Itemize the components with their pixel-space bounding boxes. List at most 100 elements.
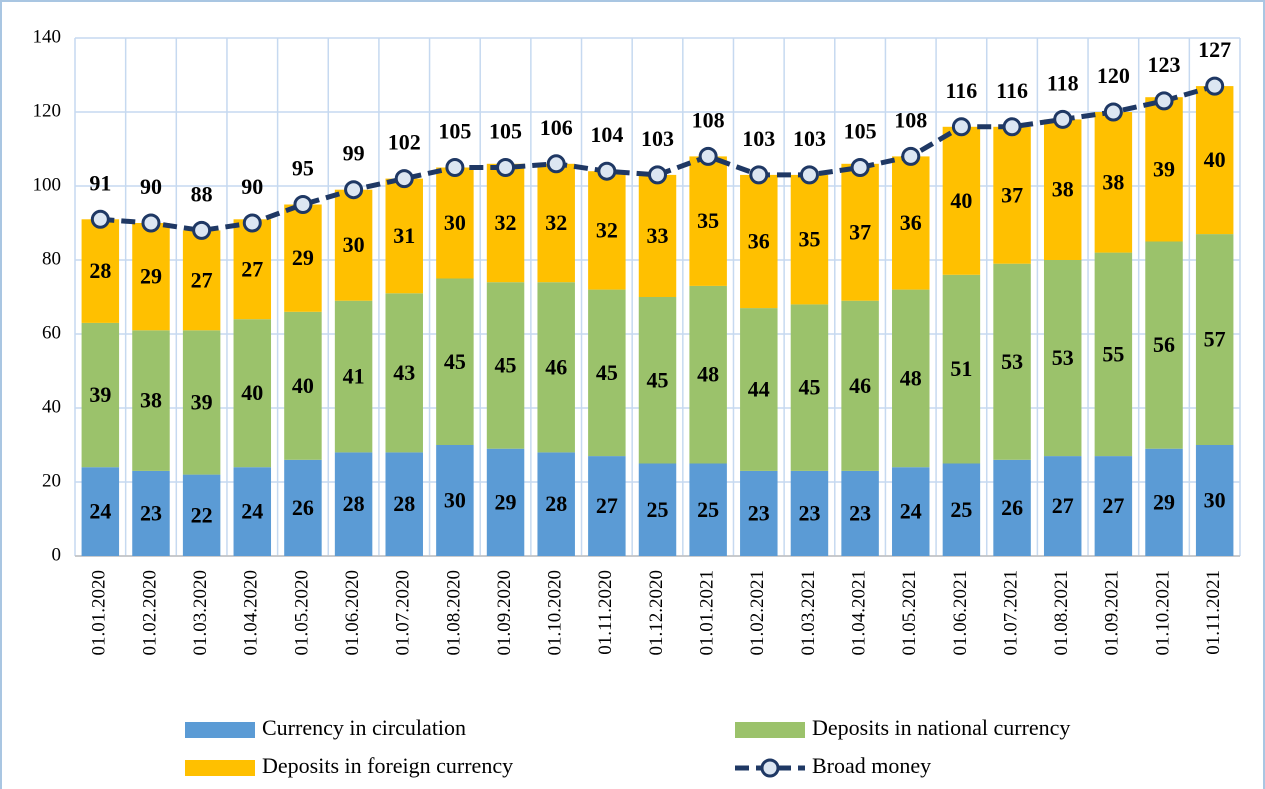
- bar-segment: [132, 470, 170, 556]
- line-marker: [951, 117, 971, 137]
- x-tick-label: 01.12.2020: [646, 570, 667, 656]
- data-label: 38: [1052, 177, 1074, 202]
- data-label: 31: [393, 223, 415, 248]
- y-tick-label: 20: [42, 470, 61, 491]
- bar-segment: [334, 300, 373, 453]
- data-label: 45: [444, 349, 466, 374]
- data-label: 104: [590, 122, 623, 147]
- line-marker: [90, 209, 110, 229]
- bar-segment: [334, 189, 373, 301]
- bar-segment: [588, 456, 626, 556]
- data-label: 51: [950, 356, 972, 381]
- data-label: 22: [191, 502, 213, 527]
- x-tick-label: 01.11.2021: [1203, 570, 1224, 655]
- line-marker: [901, 146, 921, 166]
- data-label: 95: [292, 156, 314, 181]
- line-marker: [293, 195, 313, 214]
- bar-segment: [132, 330, 170, 471]
- y-tick-label: 80: [42, 248, 61, 269]
- bar-segment: [740, 470, 778, 556]
- data-label: 46: [849, 373, 871, 398]
- bar-segment: [182, 474, 221, 556]
- bar-segment: [1094, 252, 1133, 457]
- legend-swatch: [735, 722, 805, 738]
- data-label: 32: [495, 210, 517, 235]
- bar-segment: [537, 452, 575, 556]
- data-label: 55: [1102, 341, 1124, 366]
- bar-segment: [81, 322, 120, 468]
- bar-segment: [385, 452, 423, 556]
- line-marker: [799, 165, 819, 185]
- bar-segment: [1195, 445, 1234, 556]
- bar-segment: [689, 285, 727, 464]
- data-label: 25: [647, 497, 669, 522]
- data-label: 24: [241, 499, 263, 524]
- bar-segment: [993, 126, 1031, 264]
- bar-segment: [537, 163, 575, 283]
- data-label: 43: [393, 360, 415, 385]
- line-marker: [141, 213, 161, 233]
- x-tick-label: 01.09.2021: [1102, 570, 1123, 656]
- data-label: 45: [596, 360, 618, 385]
- x-tick-label: 01.03.2021: [798, 570, 819, 656]
- x-tick-label: 01.04.2021: [848, 570, 869, 656]
- data-label: 41: [343, 364, 365, 389]
- data-label: 108: [692, 107, 725, 132]
- legend-label: Broad money: [812, 753, 931, 778]
- bar-segment: [638, 297, 677, 464]
- bar-segment: [841, 163, 879, 301]
- data-label: 32: [545, 210, 567, 235]
- data-label: 37: [849, 219, 871, 244]
- data-label: 123: [1148, 52, 1181, 77]
- data-label: 116: [946, 78, 978, 103]
- data-label: 40: [292, 373, 314, 398]
- bar-segment: [1145, 448, 1183, 556]
- data-label: 38: [140, 388, 162, 413]
- data-label: 106: [540, 115, 573, 140]
- bar-segment: [942, 126, 981, 275]
- bar-segment: [1145, 97, 1183, 242]
- bar-segment: [284, 311, 322, 460]
- y-tick-label: 100: [33, 174, 62, 195]
- data-label: 90: [241, 174, 263, 199]
- bar-segment: [588, 289, 626, 457]
- x-tick-label: 01.11.2020: [595, 570, 616, 655]
- data-label: 105: [438, 119, 471, 144]
- y-tick-label: 0: [52, 544, 62, 565]
- x-tick-label: 01.05.2020: [291, 570, 312, 656]
- data-label: 118: [1047, 70, 1079, 95]
- data-label: 37: [1001, 182, 1023, 207]
- line-marker: [1002, 117, 1022, 137]
- data-label: 25: [950, 497, 972, 522]
- bar-segment: [588, 171, 626, 290]
- data-label: 28: [393, 491, 415, 516]
- y-tick-label: 120: [33, 100, 62, 121]
- data-label: 48: [697, 362, 719, 387]
- bar-segment: [1094, 456, 1133, 556]
- data-label: 102: [388, 130, 421, 155]
- data-label: 39: [191, 389, 213, 414]
- x-tick-label: 01.10.2021: [1152, 570, 1173, 656]
- bar-segment: [537, 282, 575, 453]
- x-tick-label: 01.06.2021: [950, 570, 971, 656]
- y-tick-label: 40: [42, 396, 61, 417]
- bar-segment: [284, 204, 322, 312]
- bar-segment: [740, 308, 778, 471]
- bar-segment: [81, 467, 120, 556]
- x-tick-label: 01.04.2020: [241, 570, 262, 656]
- bar-segment: [132, 223, 170, 331]
- bar-segment: [841, 470, 879, 556]
- x-tick-label: 01.09.2020: [494, 570, 515, 656]
- data-label: 36: [900, 210, 922, 235]
- bar-segment: [436, 445, 474, 556]
- data-label: 33: [647, 223, 669, 248]
- legend-label: Deposits in foreign currency: [262, 753, 513, 778]
- data-label: 24: [900, 499, 922, 524]
- data-label: 26: [1001, 495, 1023, 520]
- data-label: 103: [793, 126, 826, 151]
- line-marker: [698, 146, 718, 166]
- data-label: 29: [292, 245, 314, 270]
- data-label: 40: [950, 188, 972, 213]
- data-label: 35: [697, 208, 719, 233]
- data-label: 32: [596, 217, 618, 242]
